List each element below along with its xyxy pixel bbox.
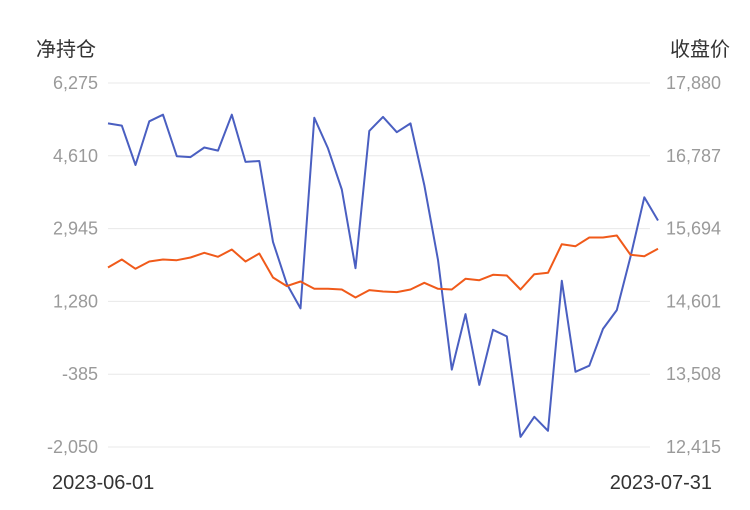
right-tick-label: 12,415	[666, 437, 721, 457]
close-price-line	[107, 234, 659, 299]
left-axis-title: 净持仓	[36, 38, 96, 61]
right-tick-labels: 17,880 16,787 15,694 14,601 13,508 12,415	[666, 73, 721, 457]
left-tick-label: 1,280	[53, 291, 98, 311]
x-start-label: 2023-06-01	[52, 472, 154, 494]
right-tick-label: 17,880	[666, 73, 721, 93]
net-position-line	[107, 113, 659, 438]
right-tick-label: 16,787	[666, 146, 721, 166]
right-tick-label: 15,694	[666, 219, 721, 239]
left-tick-label: 4,610	[53, 146, 98, 166]
gridlines	[108, 82, 650, 448]
series-lines	[107, 113, 659, 438]
right-axis-title: 收盘价	[670, 38, 730, 61]
x-end-label: 2023-07-31	[610, 472, 712, 494]
right-tick-label: 14,601	[666, 291, 721, 311]
left-tick-label: 6,275	[53, 73, 98, 93]
left-tick-label: 2,945	[53, 219, 98, 239]
right-tick-label: 13,508	[666, 364, 721, 384]
left-tick-labels: 6,275 4,610 2,945 1,280 -385 -2,050	[47, 73, 98, 457]
left-tick-label: -385	[62, 364, 98, 384]
left-tick-label: -2,050	[47, 437, 98, 457]
